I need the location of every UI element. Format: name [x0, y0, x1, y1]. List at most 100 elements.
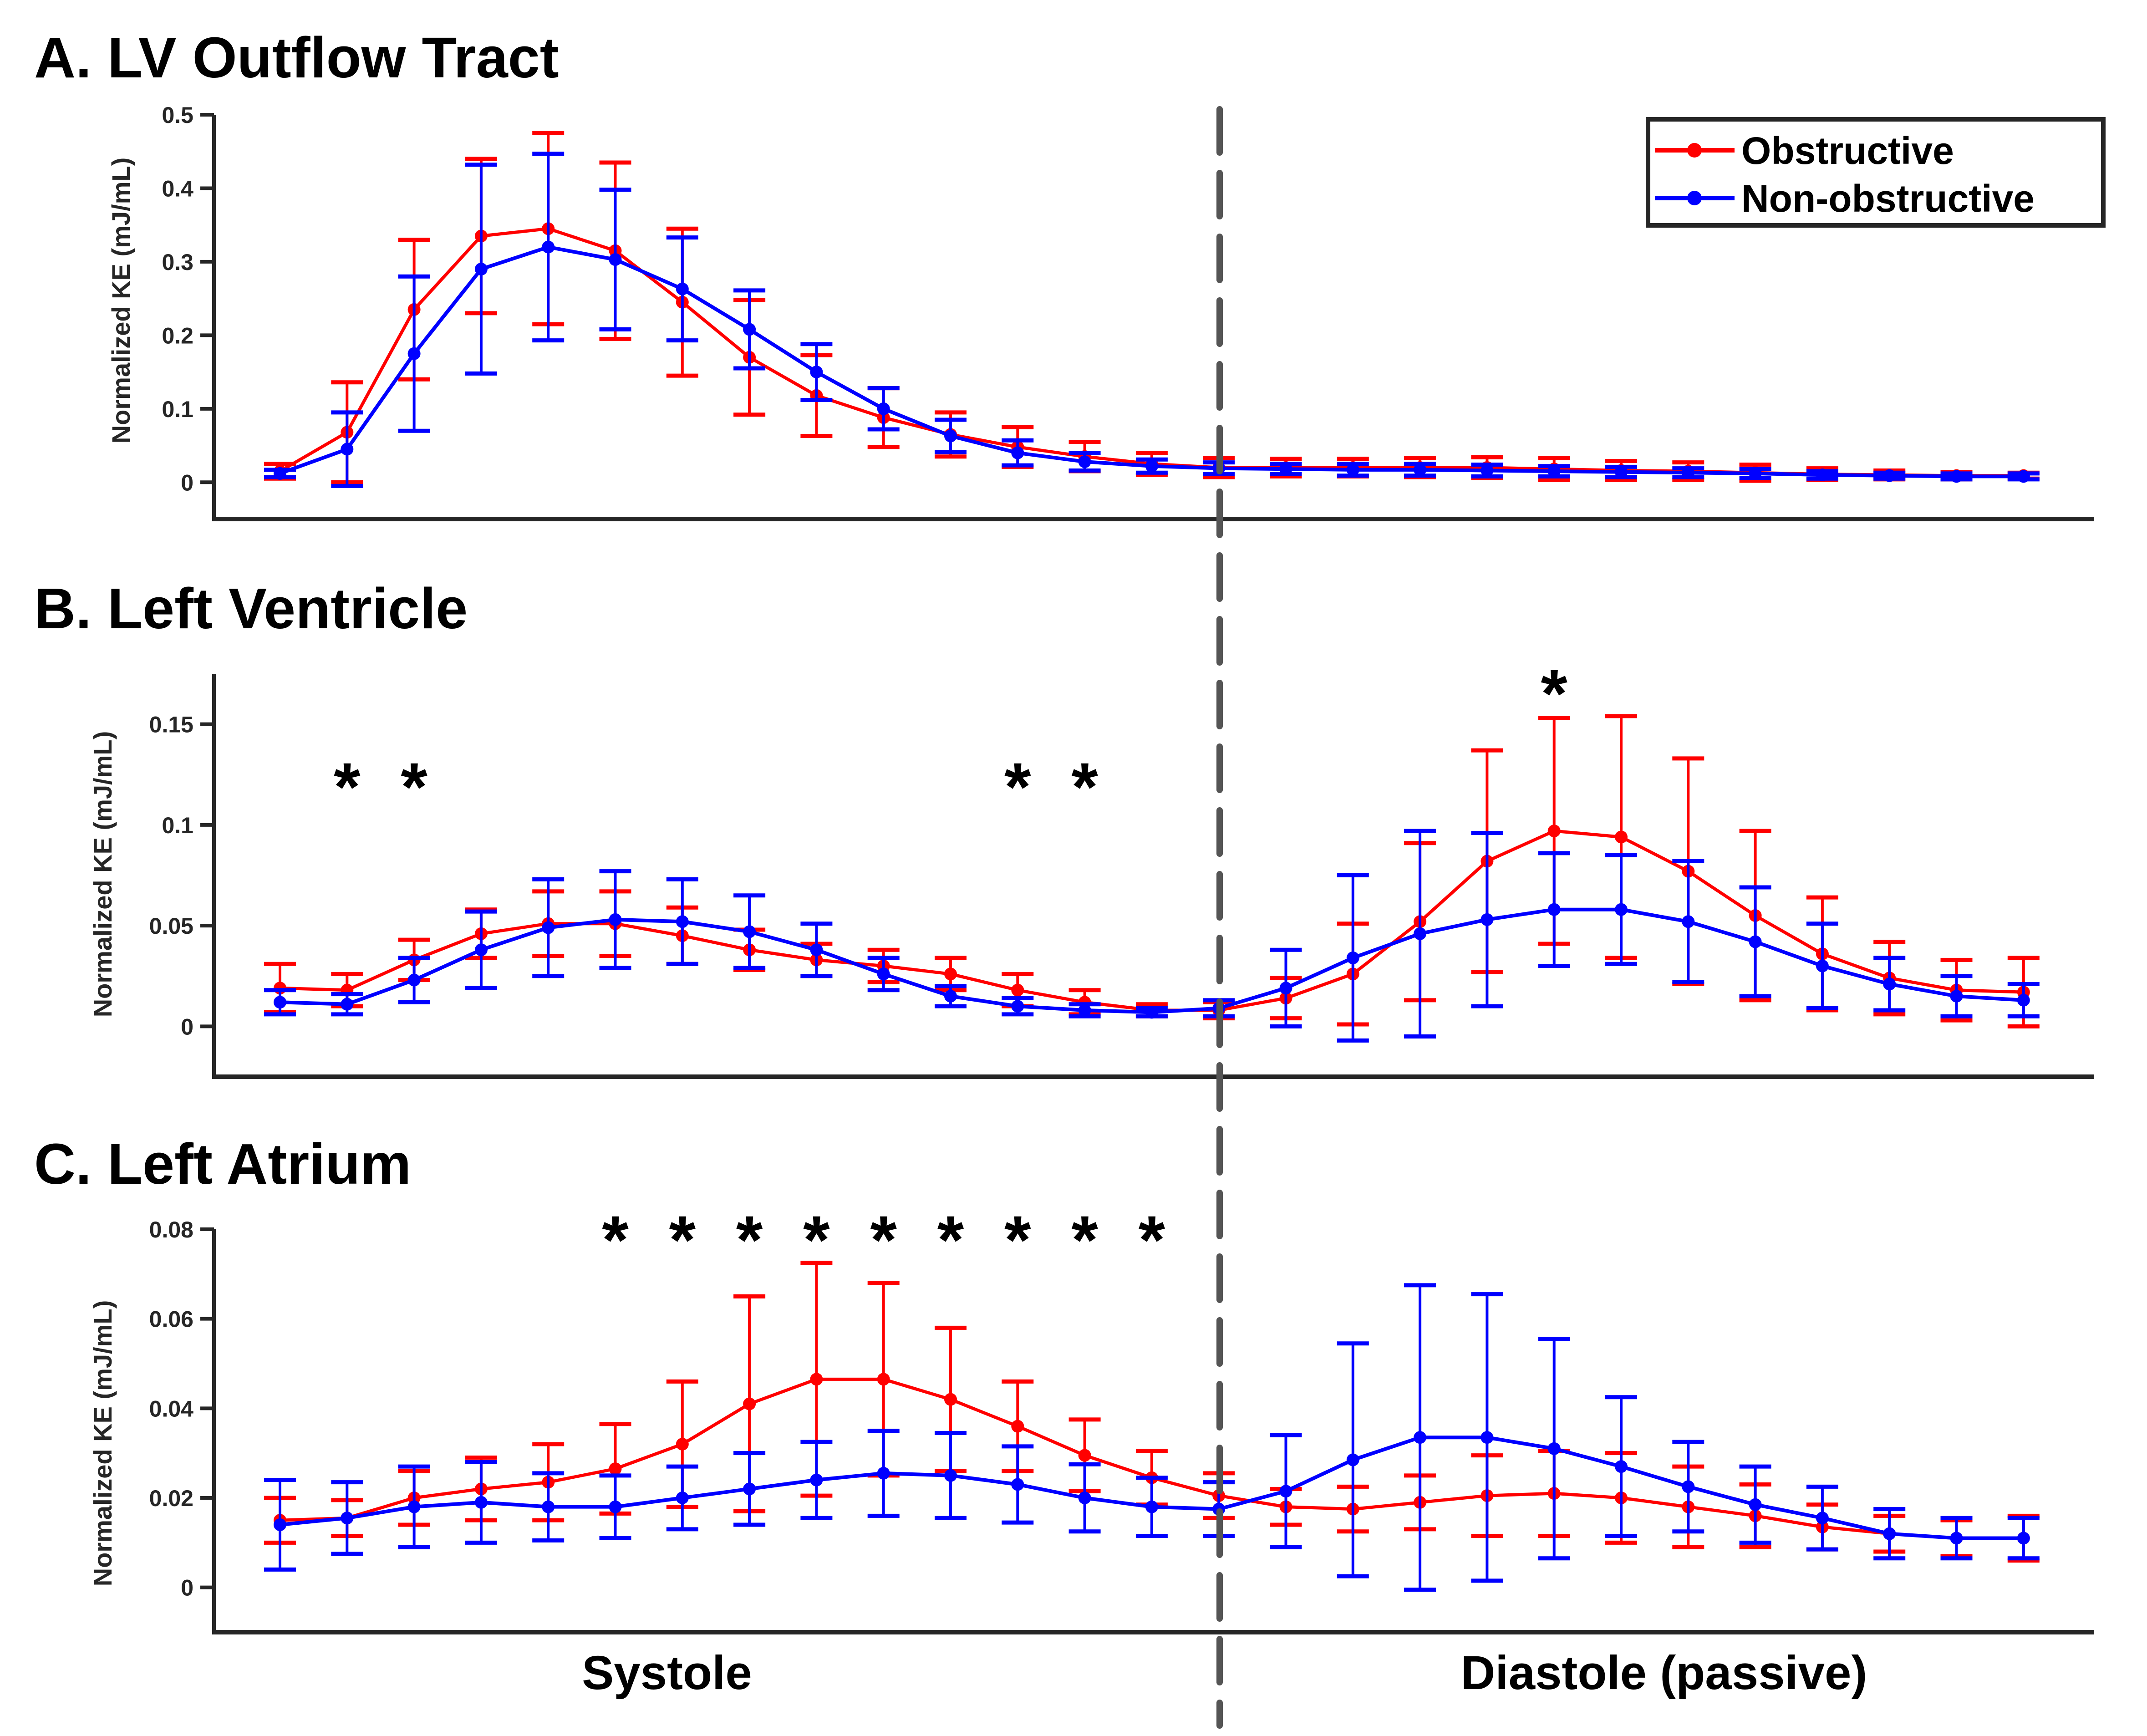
y-axis-label: Normalized KE (mJ/mL): [107, 158, 135, 444]
panel-lv-outflow-tract: A. LV Outflow Tract Normalized KE (mJ/mL…: [34, 25, 2106, 521]
data-point: [1078, 455, 1091, 468]
x-label-diastole: Diastole (passive): [1461, 1646, 1867, 1700]
data-point: [341, 998, 354, 1011]
data-point: [1749, 1498, 1762, 1511]
series-obstructive: [264, 714, 2040, 1028]
legend-marker-non-obstructive: [1687, 191, 1702, 205]
data-point: [877, 1373, 890, 1386]
panel-left-ventricle: B. Left Ventricle Normalized KE (mJ/mL) …: [34, 576, 2094, 1079]
data-point: [474, 1496, 488, 1509]
data-point: [407, 973, 421, 987]
data-point: [1414, 463, 1427, 476]
data-point: [1011, 1420, 1024, 1433]
data-point: [1547, 465, 1561, 478]
data-point: [1816, 468, 1829, 482]
series-line: [279, 245, 2024, 479]
data-point: [474, 263, 488, 276]
data-point: [274, 996, 286, 1009]
y-tick-label: 0.5: [162, 102, 193, 128]
data-point: [1547, 1442, 1561, 1455]
panel-title: C. Left Atrium: [34, 1132, 411, 1196]
data-point: [810, 1373, 823, 1386]
data-point: [1346, 463, 1359, 476]
y-tick-label: 0.02: [149, 1486, 193, 1511]
chart-marks: * * * * *: [264, 655, 2040, 1043]
data-point: [1615, 465, 1628, 479]
data-point: [944, 1393, 957, 1406]
significance-star: *: [736, 1201, 763, 1278]
significance-star: *: [1541, 655, 1568, 732]
data-point: [1883, 977, 1896, 991]
significance-star: *: [1139, 1201, 1165, 1278]
y-axis-label: Normalized KE (mJ/mL): [88, 1300, 117, 1587]
y-tick-label: 0.1: [162, 813, 193, 838]
data-point: [1615, 903, 1628, 916]
data-point: [1682, 1480, 1695, 1493]
significance-star: *: [401, 748, 427, 825]
data-point: [1346, 1453, 1359, 1466]
data-point: [274, 467, 286, 480]
data-point: [407, 347, 421, 360]
data-point: [1481, 1431, 1494, 1444]
data-point: [1883, 1527, 1896, 1540]
data-point: [474, 943, 488, 957]
data-point: [1682, 915, 1695, 928]
data-point: [1481, 464, 1494, 477]
data-point: [1078, 1003, 1091, 1017]
data-point: [1279, 982, 1292, 995]
data-point: [1950, 1532, 1963, 1545]
data-point: [1279, 1485, 1292, 1498]
significance-star: *: [1004, 1201, 1031, 1278]
data-point: [810, 366, 823, 379]
series-non-obstructive: [264, 1283, 2040, 1592]
y-tick-label: 0: [181, 470, 193, 495]
x-label-systole: Systole: [582, 1646, 752, 1700]
data-point: [542, 1500, 555, 1513]
data-point: [1749, 467, 1762, 480]
data-point: [877, 967, 890, 981]
chart-marks: [264, 131, 2040, 488]
data-point: [1011, 983, 1024, 997]
data-point: [1145, 1006, 1158, 1019]
legend-label-obstructive: Obstructive: [1741, 129, 1954, 172]
significance-star: *: [669, 1201, 696, 1278]
y-tick-label: 0.1: [162, 397, 193, 422]
panel-title: B. Left Ventricle: [34, 576, 468, 641]
data-point: [609, 253, 622, 266]
data-point: [743, 1482, 756, 1496]
data-point: [1816, 1512, 1829, 1525]
data-point: [810, 943, 823, 957]
y-tick-label: 0.2: [162, 323, 193, 348]
data-point: [609, 913, 622, 926]
legend-marker-obstructive: [1687, 143, 1702, 158]
data-point: [944, 429, 957, 443]
data-point: [2017, 993, 2030, 1007]
y-tick-label: 0: [181, 1575, 193, 1601]
y-tick-label: 0.4: [162, 176, 193, 201]
data-point: [1950, 470, 1963, 483]
axes: 0 0.1 0.2 0.3 0.4 0.5: [162, 102, 2094, 521]
series-line: [280, 829, 2024, 1012]
data-point: [542, 921, 555, 934]
data-point: [2017, 1532, 2030, 1545]
series-non-obstructive: [264, 829, 2040, 1043]
data-point: [1414, 927, 1427, 940]
data-point: [1145, 1500, 1158, 1513]
y-tick-label: 0: [181, 1014, 193, 1039]
chart-marks: * * * * * * * * *: [264, 1201, 2040, 1592]
data-point: [1950, 990, 1963, 1003]
data-point: [743, 925, 756, 938]
panel-title: A. LV Outflow Tract: [34, 25, 559, 90]
data-point: [1011, 1000, 1024, 1013]
data-point: [1481, 913, 1494, 926]
data-point: [1078, 1449, 1091, 1462]
y-axis-label: Normalized KE (mJ/mL): [88, 731, 117, 1018]
data-point: [877, 1466, 890, 1480]
legend: Obstructive Non-obstructive: [1646, 117, 2106, 228]
data-point: [676, 915, 689, 928]
significance-star: *: [803, 1201, 830, 1278]
significance-star: *: [1071, 748, 1098, 825]
significance-star: *: [602, 1201, 629, 1278]
data-point: [676, 1492, 689, 1504]
